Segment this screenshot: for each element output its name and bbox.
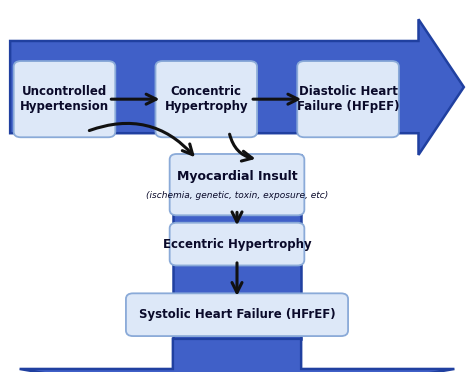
FancyBboxPatch shape — [170, 223, 304, 266]
Text: (ischemia, genetic, toxin, exposure, etc): (ischemia, genetic, toxin, exposure, etc… — [146, 191, 328, 200]
Polygon shape — [10, 19, 464, 155]
FancyBboxPatch shape — [297, 61, 399, 137]
Bar — [173, 155, 301, 339]
Text: Myocardial Insult: Myocardial Insult — [177, 170, 297, 183]
FancyBboxPatch shape — [155, 61, 257, 137]
Text: Concentric
Hypertrophy: Concentric Hypertrophy — [164, 85, 248, 113]
Polygon shape — [19, 339, 455, 373]
FancyBboxPatch shape — [126, 293, 348, 336]
Text: Diastolic Heart
Failure (HFpEF): Diastolic Heart Failure (HFpEF) — [297, 85, 399, 113]
Text: Uncontrolled
Hypertension: Uncontrolled Hypertension — [20, 85, 109, 113]
Text: Systolic Heart Failure (HFrEF): Systolic Heart Failure (HFrEF) — [139, 308, 335, 321]
FancyBboxPatch shape — [170, 154, 304, 215]
Text: Eccentric Hypertrophy: Eccentric Hypertrophy — [163, 238, 311, 251]
FancyBboxPatch shape — [14, 61, 115, 137]
